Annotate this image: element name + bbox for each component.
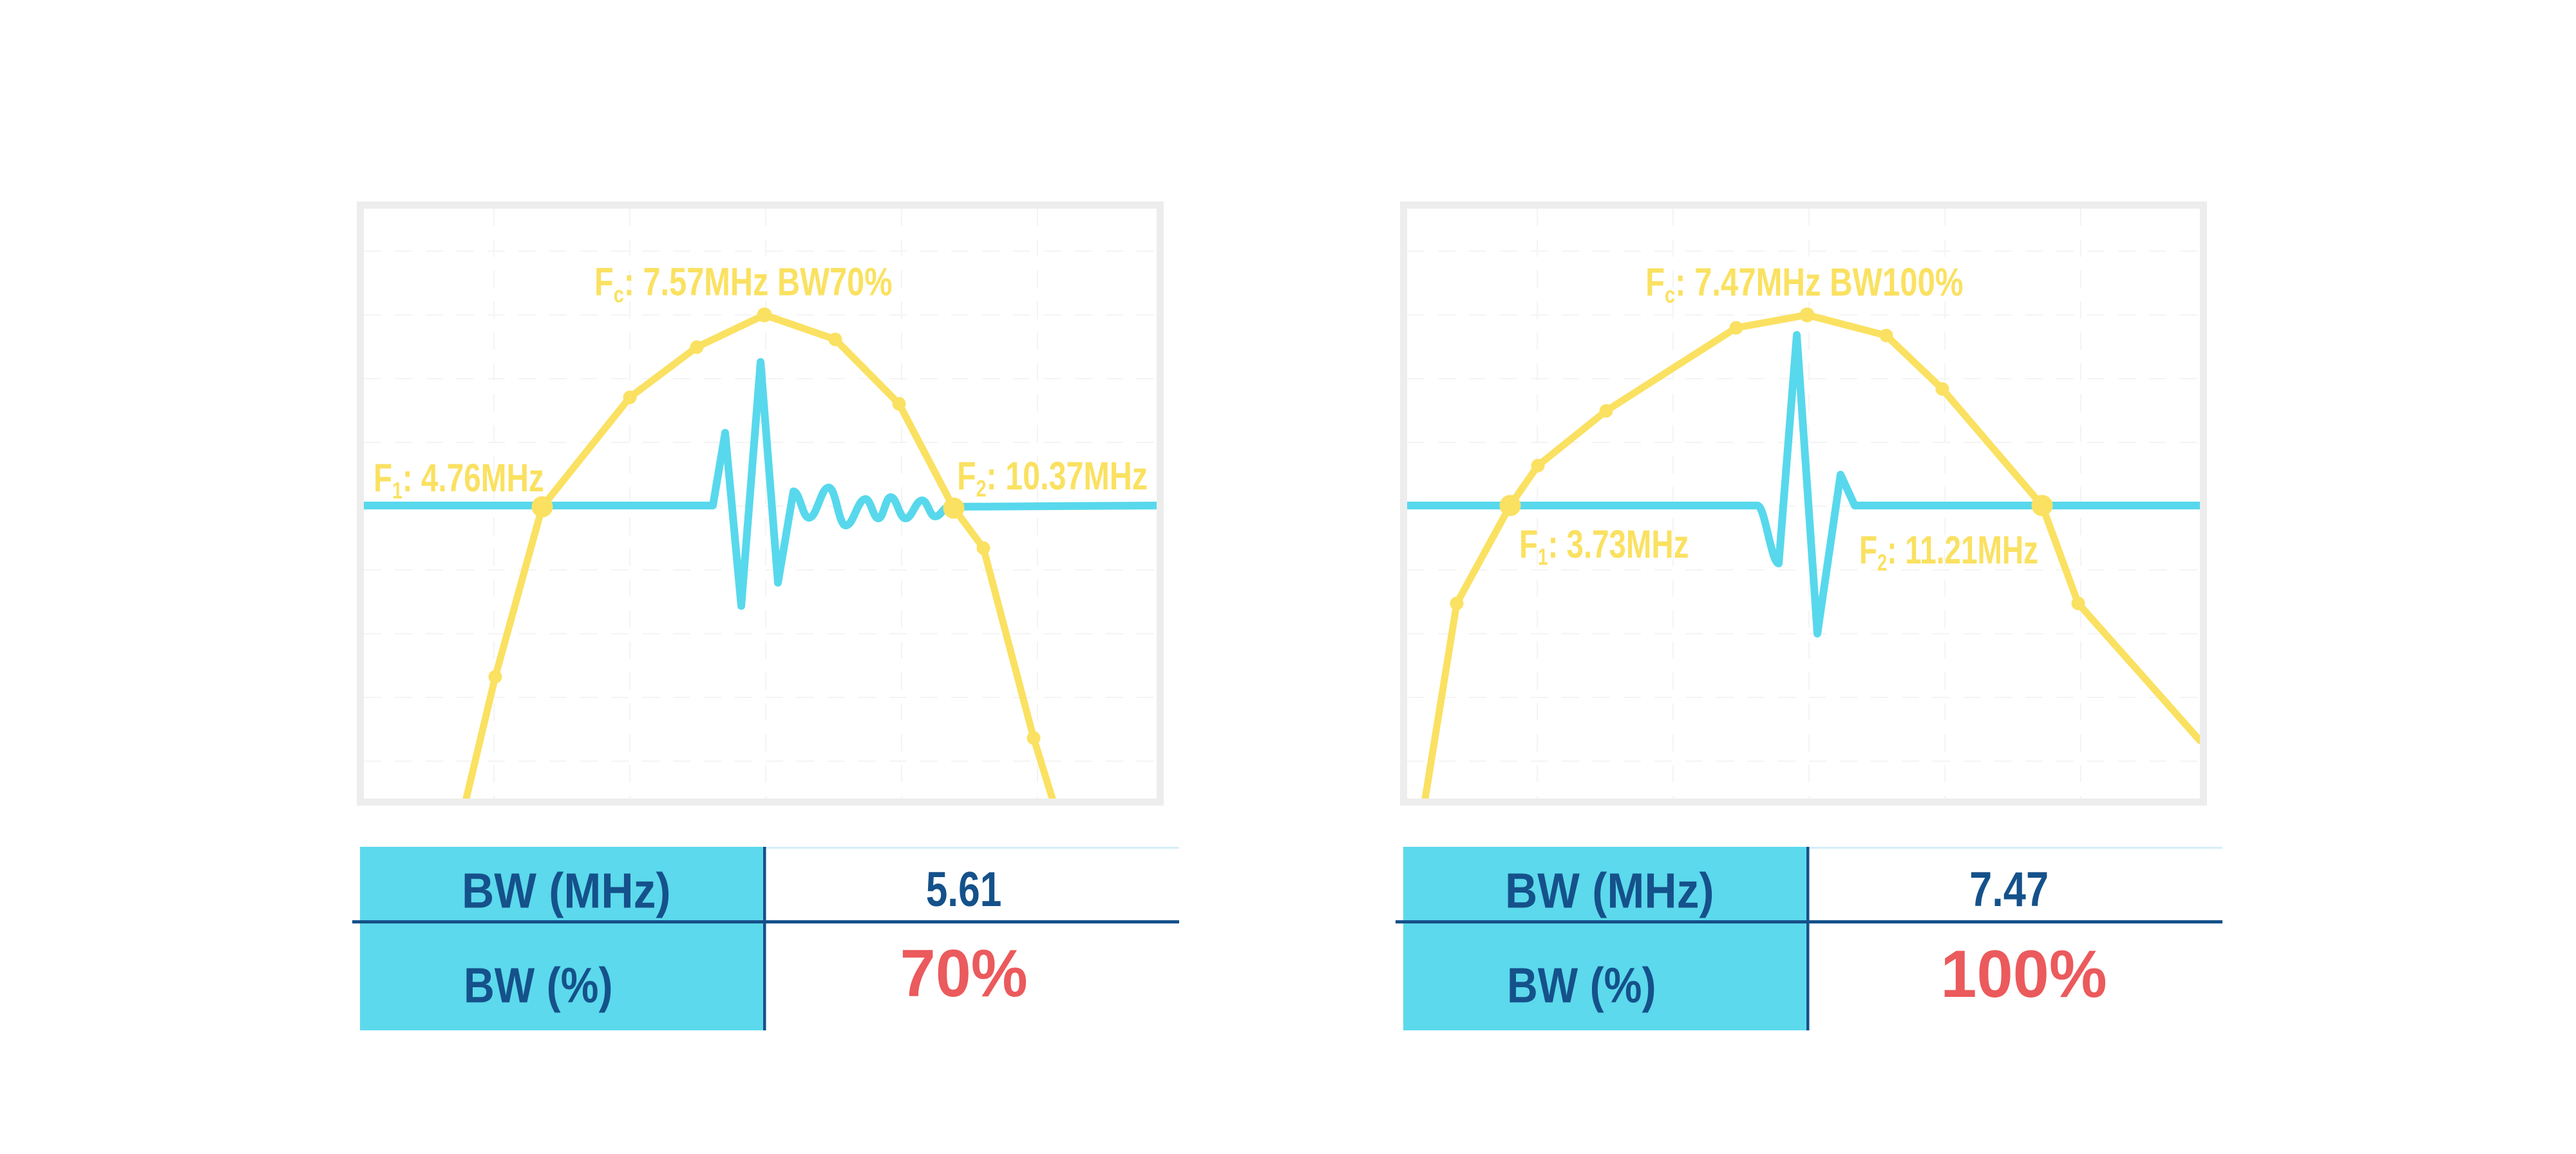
svg-text:F1: 4.76MHz: F1: 4.76MHz [374,455,544,503]
svg-text:F2: 11.21MHz: F2: 11.21MHz [1859,529,2038,576]
svg-text:BW (MHz): BW (MHz) [1505,863,1714,918]
svg-text:BW (%): BW (%) [1507,958,1656,1014]
svg-text:70%: 70% [900,936,1028,1011]
svg-text:5.61: 5.61 [926,862,1002,916]
svg-text:Fc: 7.47MHz BW100%: Fc: 7.47MHz BW100% [1645,260,1964,308]
svg-text:Fc: 7.57MHz BW70%: Fc: 7.57MHz BW70% [594,260,893,307]
svg-text:BW (MHz): BW (MHz) [462,863,671,918]
svg-text:F1: 3.73MHz: F1: 3.73MHz [1519,522,1689,570]
svg-text:7.47: 7.47 [1969,862,2049,916]
svg-text:100%: 100% [1940,936,2107,1012]
svg-text:F2: 10.37MHz: F2: 10.37MHz [957,454,1148,502]
svg-text:BW (%): BW (%) [464,958,613,1014]
